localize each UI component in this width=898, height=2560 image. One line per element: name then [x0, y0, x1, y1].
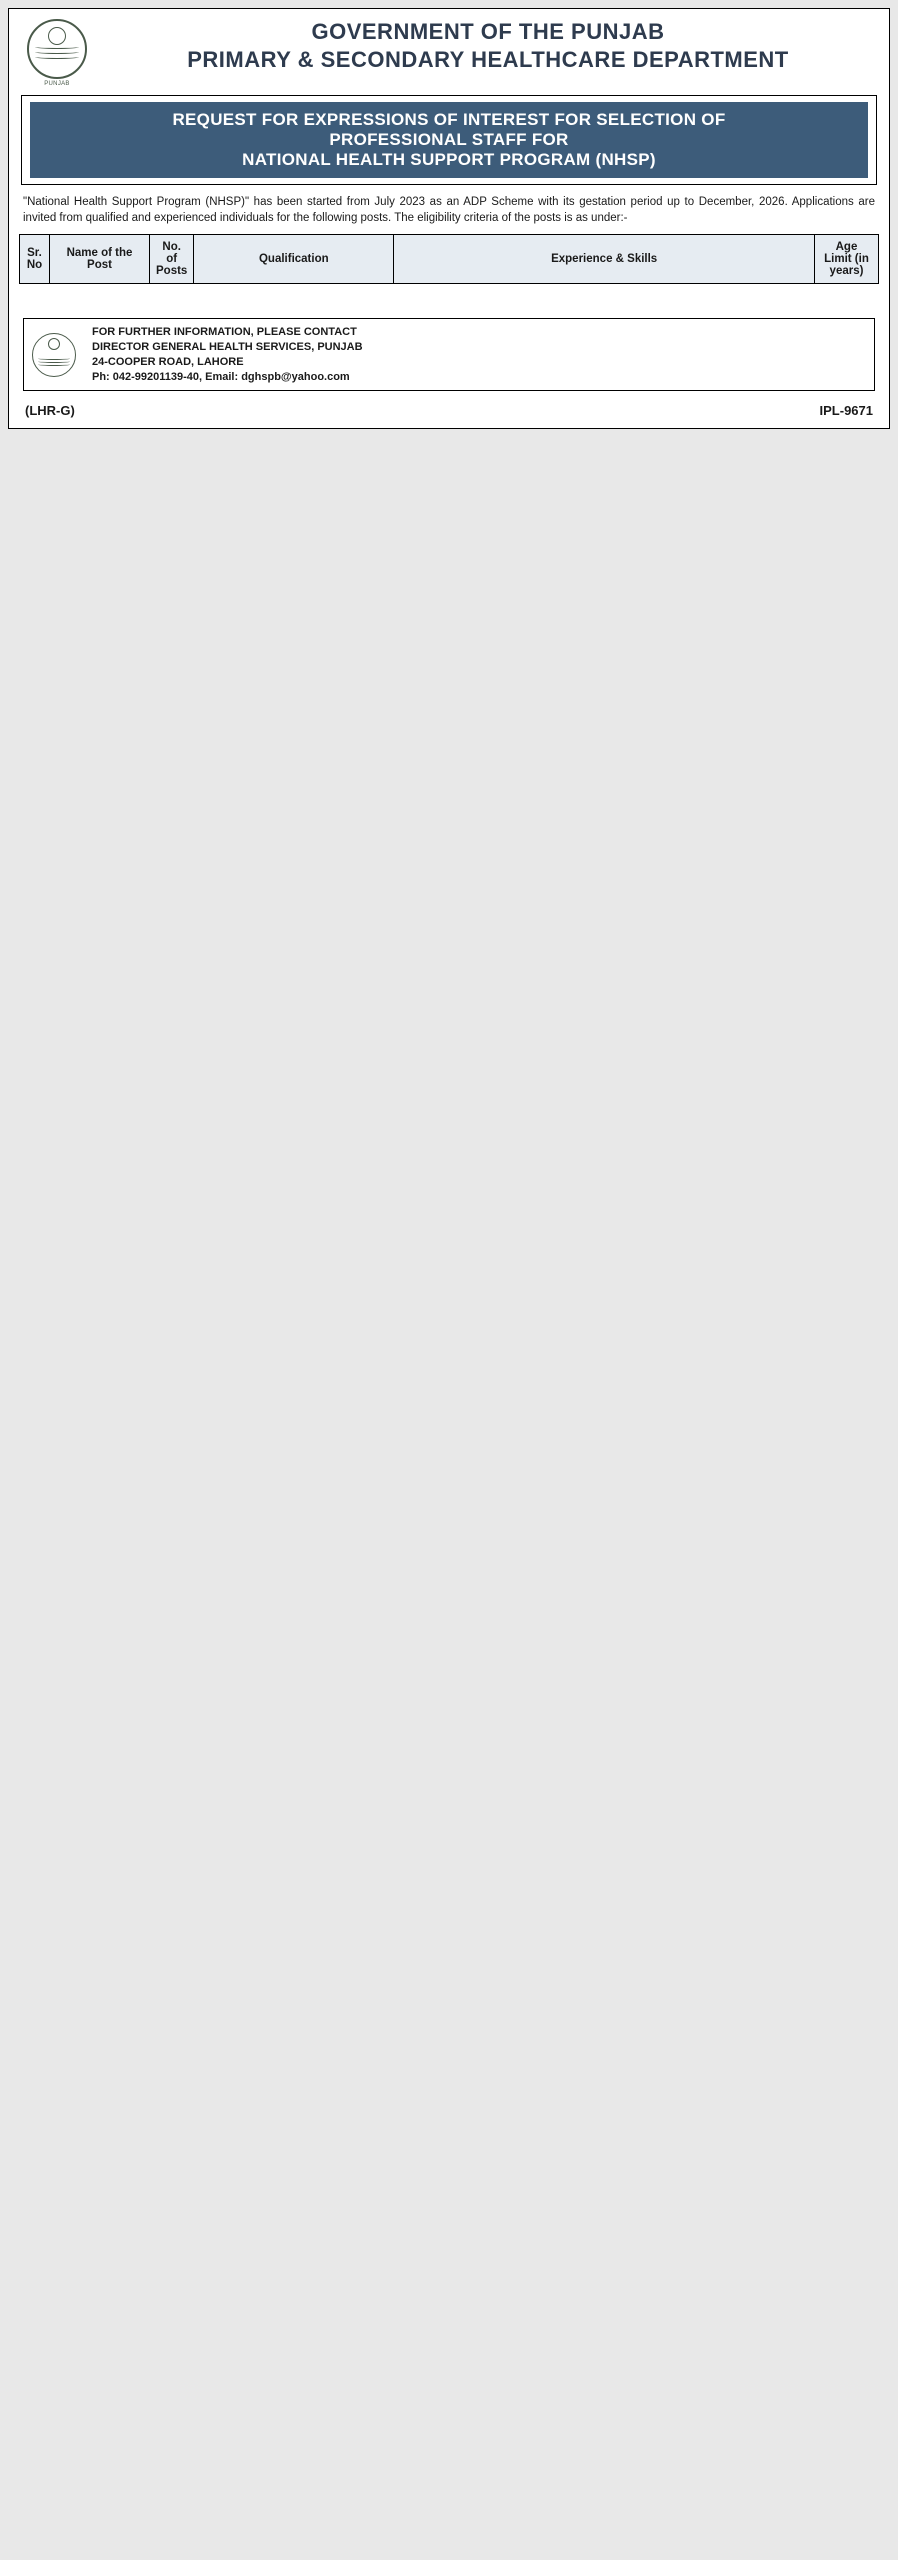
contact-text: FOR FURTHER INFORMATION, PLEASE CONTACT …: [92, 325, 363, 384]
footer-left: (LHR-G): [25, 403, 75, 418]
contact-line-2: DIRECTOR GENERAL HEALTH SERVICES, PUNJAB: [92, 340, 363, 355]
title-banner: REQUEST FOR EXPRESSIONS OF INTEREST FOR …: [21, 95, 877, 185]
banner-line-3: NATIONAL HEALTH SUPPORT PROGRAM (NHSP): [36, 150, 862, 170]
th-age: Age Limit (in years): [815, 235, 879, 284]
th-name: Name of the Post: [50, 235, 150, 284]
contact-emblem-wrap: [32, 333, 82, 377]
banner-line-1: REQUEST FOR EXPRESSIONS OF INTEREST FOR …: [36, 110, 862, 130]
intro-paragraph: "National Health Support Program (NHSP)"…: [9, 191, 889, 234]
department-line: PRIMARY & SECONDARY HEALTHCARE DEPARTMEN…: [101, 47, 875, 73]
contact-line-1: FOR FURTHER INFORMATION, PLEASE CONTACT: [92, 325, 363, 340]
th-qual: Qualification: [194, 235, 394, 284]
government-line: GOVERNMENT OF THE PUNJAB: [101, 19, 875, 45]
notes-list: [9, 294, 889, 312]
footer-right: IPL-9671: [820, 403, 873, 418]
table-header-row: Sr. No Name of the Post No. of Posts Qua…: [20, 235, 879, 284]
contact-line-4: Ph: 042-99201139-40, Email: dghspb@yahoo…: [92, 370, 363, 385]
footer-row: (LHR-G) IPL-9671: [9, 399, 889, 428]
contact-box: FOR FURTHER INFORMATION, PLEASE CONTACT …: [23, 318, 875, 391]
th-exp: Experience & Skills: [394, 235, 815, 284]
emblem-box: PUNJAB: [23, 19, 91, 87]
th-sr: Sr. No: [20, 235, 50, 284]
header-wrap: PUNJAB GOVERNMENT OF THE PUNJAB PRIMARY …: [9, 9, 889, 91]
th-num: No. of Posts: [150, 235, 194, 284]
advertisement-sheet: PUNJAB GOVERNMENT OF THE PUNJAB PRIMARY …: [8, 8, 890, 429]
title-banner-inner: REQUEST FOR EXPRESSIONS OF INTEREST FOR …: [30, 102, 868, 178]
header-titles: GOVERNMENT OF THE PUNJAB PRIMARY & SECON…: [101, 19, 875, 73]
punjab-emblem-small-icon: [32, 333, 76, 377]
contact-line-3: 24-COOPER ROAD, LAHORE: [92, 355, 363, 370]
banner-line-2: PROFESSIONAL STAFF FOR: [36, 130, 862, 150]
punjab-emblem-icon: PUNJAB: [27, 19, 87, 87]
jobs-table: Sr. No Name of the Post No. of Posts Qua…: [19, 234, 879, 284]
